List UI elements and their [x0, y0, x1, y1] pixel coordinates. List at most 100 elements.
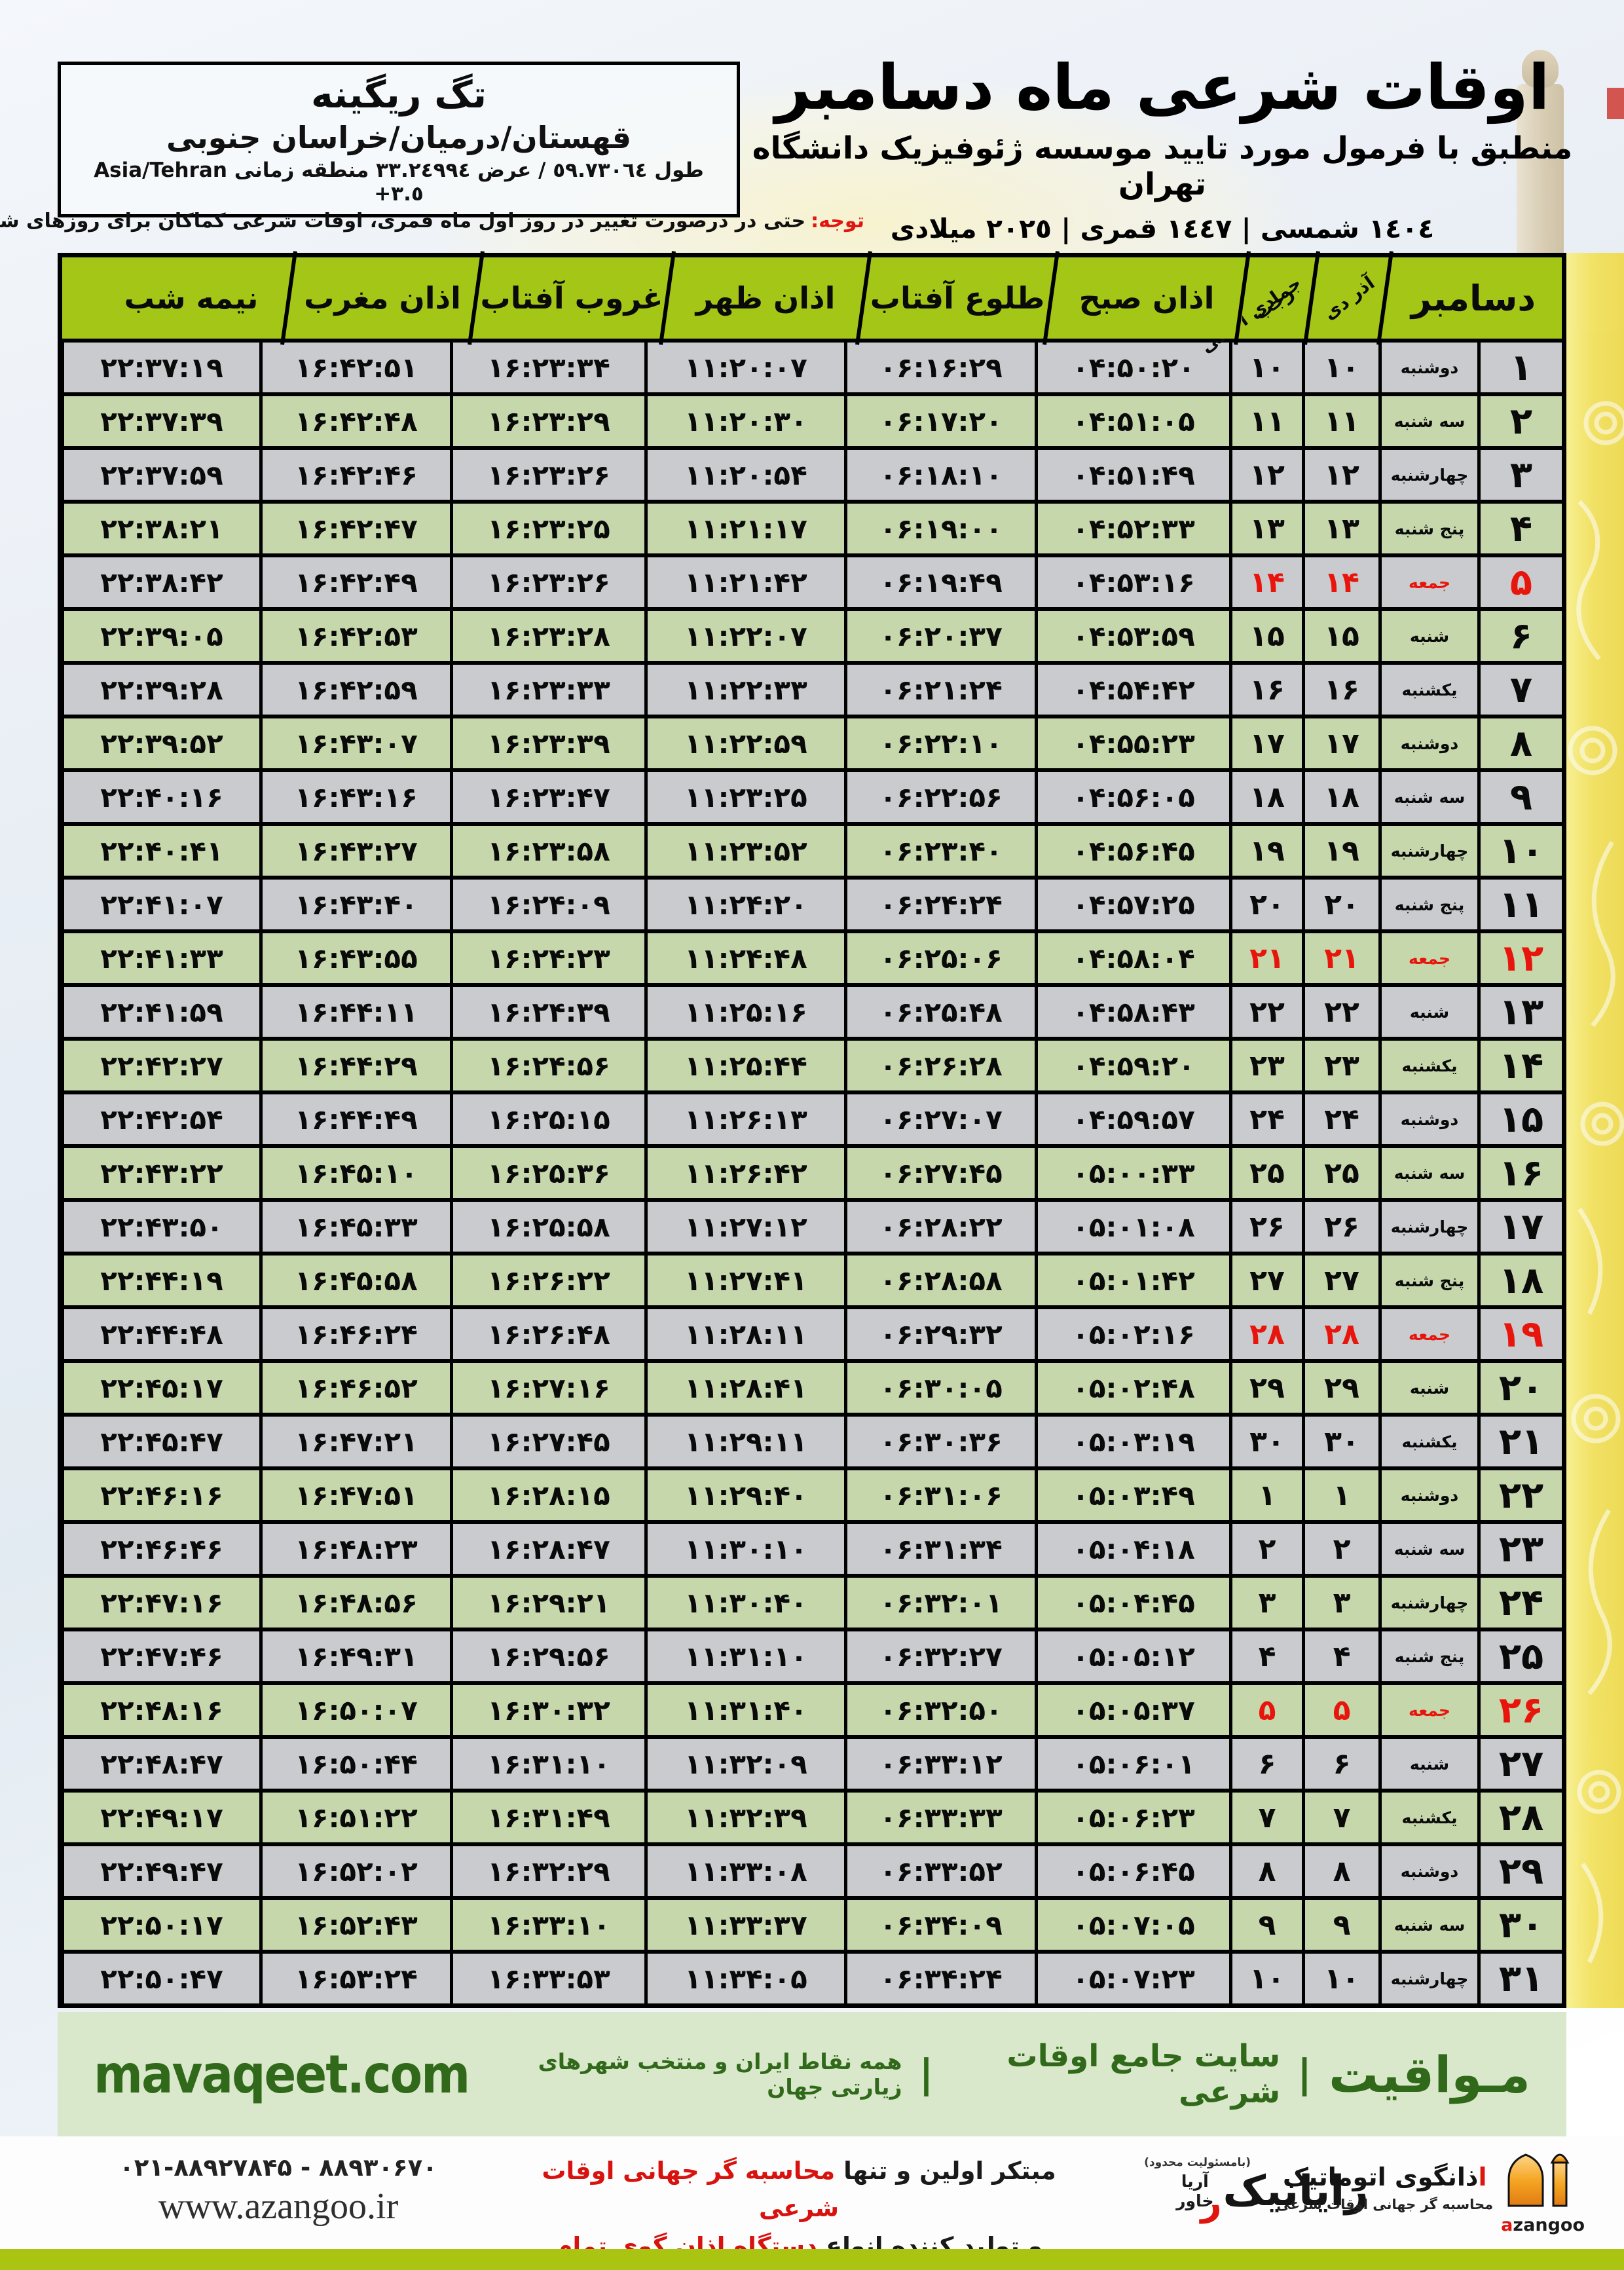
page-title: اوقات شرعی ماه دسامبر [775, 52, 1550, 124]
fajr-time-cell: ۰۴:۵۲:۳۳ [1038, 504, 1229, 553]
website-url: www.azangoo.ir [158, 2186, 399, 2227]
sunrise-time-cell: ۰۶:۲۰:۳۷ [847, 611, 1035, 661]
december-day-cell: ۳۱ [1481, 1954, 1562, 2003]
maghrib-time-cell: ۱۶:۴۸:۲۳ [263, 1524, 450, 1574]
lunar-day-cell: ۲۳ [1232, 1041, 1302, 1090]
phone-numbers: ۰۲۱-۸۸۹۲۷۸۴۵ - ۸۸۹۳۰۶۷۰ [119, 2153, 437, 2182]
solar-day-cell: ۹ [1305, 1900, 1378, 1950]
december-day-cell: ۱۰ [1481, 826, 1562, 876]
sunset-time-cell: ۱۶:۲۷:۱۶ [453, 1363, 644, 1413]
table-row: ۹ سه شنبه ۱۸ ۱۸ ۰۴:۵۶:۰۵ ۰۶:۲۲:۵۶ ۱۱:۲۳:… [62, 772, 1562, 822]
december-day-cell: ۵ [1481, 557, 1562, 607]
december-day-cell: ۱۴ [1481, 1041, 1562, 1090]
fajr-time-cell: ۰۴:۵۹:۵۷ [1038, 1094, 1229, 1144]
sunrise-time-cell: ۰۶:۲۷:۴۵ [847, 1148, 1035, 1198]
december-day-cell: ۲۷ [1481, 1739, 1562, 1789]
weekday-cell: شنبه [1382, 1363, 1477, 1413]
lunar-day-cell: ۱۷ [1232, 718, 1302, 768]
fajr-time-cell: ۰۴:۵۵:۲۳ [1038, 718, 1229, 768]
maghrib-time-cell: ۱۶:۴۳:۱۶ [263, 772, 450, 822]
lunar-day-cell: ۱ [1232, 1470, 1302, 1520]
solar-day-cell: ۱۰ [1305, 1954, 1378, 2003]
lunar-day-cell: ۱۰ [1232, 343, 1302, 392]
fajr-time-cell: ۰۴:۵۹:۲۰ [1038, 1041, 1229, 1090]
solar-day-cell: ۱۹ [1305, 826, 1378, 876]
sunset-time-cell: ۱۶:۲۴:۵۶ [453, 1041, 644, 1090]
sunrise-time-cell: ۰۶:۳۰:۰۵ [847, 1363, 1035, 1413]
column-header-midnight: نیمه شب [94, 257, 289, 339]
dhuhr-time-cell: ۱۱:۲۳:۵۲ [648, 826, 844, 876]
midnight-time-cell: ۲۲:۳۸:۴۲ [64, 557, 259, 607]
weekday-cell: یکشنبه [1382, 1041, 1477, 1090]
mavaqeet-brand: مـواقیت [1329, 2045, 1530, 2104]
fajr-time-cell: ۰۵:۰۷:۰۵ [1038, 1900, 1229, 1950]
table-row: ۳ چهارشنبه ۱۲ ۱۲ ۰۴:۵۱:۴۹ ۰۶:۱۸:۱۰ ۱۱:۲۰… [62, 450, 1562, 500]
column-header-maghrib: اذان مغرب [289, 257, 476, 339]
solar-day-cell: ۲۵ [1305, 1148, 1378, 1198]
weekday-cell: پنج شنبه [1382, 880, 1477, 929]
dhuhr-time-cell: ۱۱:۳۳:۰۸ [648, 1846, 844, 1896]
lunar-day-cell: ۱۸ [1232, 772, 1302, 822]
maghrib-time-cell: ۱۶:۴۶:۲۴ [263, 1309, 450, 1359]
lunar-day-cell: ۴ [1232, 1631, 1302, 1681]
sunrise-time-cell: ۰۶:۲۵:۴۸ [847, 987, 1035, 1037]
table-row: ۱۳ شنبه ۲۲ ۲۲ ۰۴:۵۸:۴۳ ۰۶:۲۵:۴۸ ۱۱:۲۵:۱۶… [62, 987, 1562, 1037]
decor-red-flag [1607, 88, 1624, 119]
midnight-time-cell: ۲۲:۳۹:۵۲ [64, 718, 259, 768]
sunrise-time-cell: ۰۶:۳۲:۲۷ [847, 1631, 1035, 1681]
sunset-time-cell: ۱۶:۳۱:۱۰ [453, 1739, 644, 1789]
dhuhr-time-cell: ۱۱:۲۹:۴۰ [648, 1470, 844, 1520]
solar-day-cell: ۶ [1305, 1739, 1378, 1789]
midnight-time-cell: ۲۲:۵۰:۴۷ [64, 1954, 259, 2003]
separator: | [919, 2051, 934, 2097]
midnight-time-cell: ۲۲:۴۳:۲۲ [64, 1148, 259, 1198]
dhuhr-time-cell: ۱۱:۲۲:۳۳ [648, 665, 844, 715]
lunar-day-cell: ۵ [1232, 1685, 1302, 1735]
table-row: ۱۹ جمعه ۲۸ ۲۸ ۰۵:۰۲:۱۶ ۰۶:۲۹:۳۲ ۱۱:۲۸:۱۱… [62, 1309, 1562, 1359]
azangoo-tagline: محاسبه گر جهانی اوقات شرعی [1276, 2197, 1494, 2212]
dhuhr-time-cell: ۱۱:۲۰:۰۷ [648, 343, 844, 392]
lunar-day-cell: ۲۹ [1232, 1363, 1302, 1413]
december-day-cell: ۱۶ [1481, 1148, 1562, 1198]
lunar-day-cell: ۲۴ [1232, 1094, 1302, 1144]
maghrib-time-cell: ۱۶:۴۵:۱۰ [263, 1148, 450, 1198]
sunrise-time-cell: ۰۶:۱۷:۲۰ [847, 396, 1035, 446]
fajr-time-cell: ۰۵:۰۲:۴۸ [1038, 1363, 1229, 1413]
fajr-time-cell: ۰۵:۰۷:۲۳ [1038, 1954, 1229, 2003]
weekday-cell: پنج شنبه [1382, 1256, 1477, 1305]
dhuhr-time-cell: ۱۱:۲۶:۱۳ [648, 1094, 844, 1144]
sunset-time-cell: ۱۶:۲۳:۲۵ [453, 504, 644, 553]
footer-strip: ۰۲۱-۸۸۹۲۷۸۴۵ - ۸۸۹۳۰۶۷۰ www.azangoo.ir م… [0, 2136, 1624, 2270]
december-day-cell: ۳ [1481, 450, 1562, 500]
table-row: ۱۵ دوشنبه ۲۴ ۲۴ ۰۴:۵۹:۵۷ ۰۶:۲۷:۰۷ ۱۱:۲۶:… [62, 1094, 1562, 1144]
weekday-cell: چهارشنبه [1382, 1202, 1477, 1252]
solar-day-cell: ۸ [1305, 1846, 1378, 1896]
december-day-cell: ۱۱ [1481, 880, 1562, 929]
table-row: ۱۷ چهارشنبه ۲۶ ۲۶ ۰۵:۰۱:۰۸ ۰۶:۲۸:۲۲ ۱۱:۲… [62, 1202, 1562, 1252]
sunset-time-cell: ۱۶:۲۳:۳۳ [453, 665, 644, 715]
dhuhr-time-cell: ۱۱:۲۵:۱۶ [648, 987, 844, 1037]
weekday-cell: سه شنبه [1382, 772, 1477, 822]
fajr-time-cell: ۰۵:۰۴:۴۵ [1038, 1578, 1229, 1628]
midnight-time-cell: ۲۲:۴۶:۱۶ [64, 1470, 259, 1520]
solar-day-cell: ۳۰ [1305, 1417, 1378, 1466]
lunar-day-cell: ۲۵ [1232, 1148, 1302, 1198]
decor-ornament-band [1566, 253, 1624, 2008]
fajr-time-cell: ۰۴:۵۸:۴۳ [1038, 987, 1229, 1037]
maghrib-time-cell: ۱۶:۵۰:۴۴ [263, 1739, 450, 1789]
table-row: ۲۳ سه شنبه ۲ ۲ ۰۵:۰۴:۱۸ ۰۶:۳۱:۳۴ ۱۱:۳۰:۱… [62, 1524, 1562, 1574]
solar-day-cell: ۲۲ [1305, 987, 1378, 1037]
december-day-cell: ۲۳ [1481, 1524, 1562, 1574]
maghrib-time-cell: ۱۶:۴۲:۴۷ [263, 504, 450, 553]
lunar-day-cell: ۱۰ [1232, 1954, 1302, 2003]
midnight-time-cell: ۲۲:۴۴:۴۸ [64, 1309, 259, 1359]
table-row: ۱۶ سه شنبه ۲۵ ۲۵ ۰۵:۰۰:۳۳ ۰۶:۲۷:۴۵ ۱۱:۲۶… [62, 1148, 1562, 1198]
weekday-cell: پنج شنبه [1382, 1631, 1477, 1681]
december-day-cell: ۲۲ [1481, 1470, 1562, 1520]
maghrib-time-cell: ۱۶:۴۳:۴۰ [263, 880, 450, 929]
solar-day-cell: ۱۷ [1305, 718, 1378, 768]
sunrise-time-cell: ۰۶:۳۳:۵۲ [847, 1846, 1035, 1896]
dhuhr-time-cell: ۱۱:۲۰:۳۰ [648, 396, 844, 446]
weekday-cell: دوشنبه [1382, 1470, 1477, 1520]
midnight-time-cell: ۲۲:۳۷:۱۹ [64, 343, 259, 392]
